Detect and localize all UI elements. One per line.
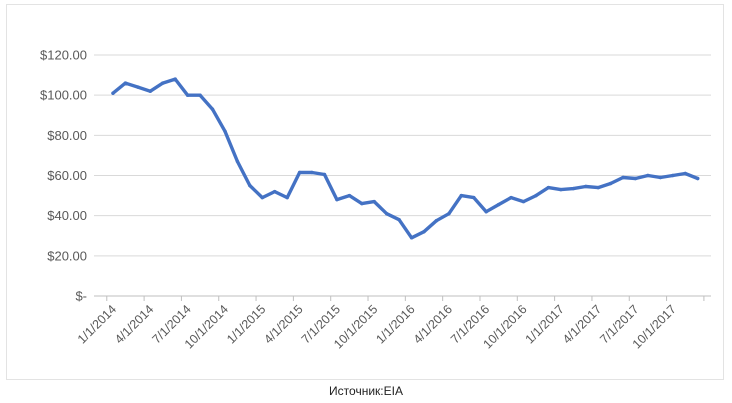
data-point xyxy=(459,193,463,198)
data-point xyxy=(472,195,476,200)
data-point xyxy=(235,159,240,164)
x-tick-label: 4/1/2015 xyxy=(261,302,305,346)
y-tick-label: $120.00 xyxy=(40,48,87,63)
y-tick-label: $- xyxy=(75,289,87,304)
data-point xyxy=(173,77,177,81)
y-tick-label: $100.00 xyxy=(40,88,87,103)
x-tick-label: 4/1/2014 xyxy=(112,302,156,346)
source-note: Источник:EIA xyxy=(329,384,403,398)
data-point xyxy=(385,212,389,216)
data-point xyxy=(546,185,551,190)
data-point xyxy=(210,107,215,111)
x-tick-label: 1/1/2016 xyxy=(373,302,417,346)
x-tick-label: 1/1/2017 xyxy=(523,302,567,346)
series-line xyxy=(111,77,700,240)
data-point xyxy=(534,193,538,198)
data-point xyxy=(633,176,638,181)
data-point xyxy=(621,175,625,180)
data-point xyxy=(310,170,314,175)
data-point xyxy=(136,85,140,89)
data-point xyxy=(447,212,451,216)
data-point xyxy=(521,199,526,204)
x-tick-label: 4/1/2017 xyxy=(560,302,604,346)
data-point xyxy=(360,201,364,206)
data-point xyxy=(248,183,252,188)
data-point xyxy=(111,91,115,95)
x-tick-label: 1/1/2015 xyxy=(224,302,268,346)
data-point xyxy=(434,219,439,223)
y-tick-label: $60.00 xyxy=(47,168,87,183)
data-point xyxy=(509,195,513,200)
data-point xyxy=(285,195,289,200)
y-tick-label: $80.00 xyxy=(47,128,87,143)
data-point xyxy=(161,81,165,85)
data-point xyxy=(198,93,202,97)
data-point xyxy=(646,173,650,178)
data-point xyxy=(322,172,327,177)
data-point xyxy=(148,89,152,93)
x-tick-label: 1/1/2014 xyxy=(75,302,119,346)
data-point xyxy=(185,93,190,97)
data-point xyxy=(372,199,376,204)
data-point xyxy=(422,230,426,234)
data-point xyxy=(596,185,600,190)
data-point xyxy=(484,210,488,214)
data-point xyxy=(584,184,588,189)
data-point xyxy=(658,175,663,180)
data-point xyxy=(260,195,264,200)
data-point xyxy=(273,189,277,194)
data-point xyxy=(571,186,575,191)
data-point xyxy=(223,129,227,133)
data-point xyxy=(496,202,501,207)
data-point xyxy=(347,193,352,198)
y-tick-label: $40.00 xyxy=(47,208,87,223)
data-point xyxy=(297,170,302,175)
x-tick-label: 4/1/2016 xyxy=(411,302,455,346)
data-point xyxy=(696,176,700,181)
y-tick-label: $20.00 xyxy=(47,248,87,263)
data-point xyxy=(559,187,563,192)
chart-frame xyxy=(6,4,724,380)
data-point xyxy=(671,173,675,178)
data-point xyxy=(683,171,687,176)
data-point xyxy=(608,181,613,186)
data-point xyxy=(335,197,339,202)
data-point xyxy=(397,218,401,222)
data-point xyxy=(123,81,128,85)
data-point xyxy=(409,236,414,240)
